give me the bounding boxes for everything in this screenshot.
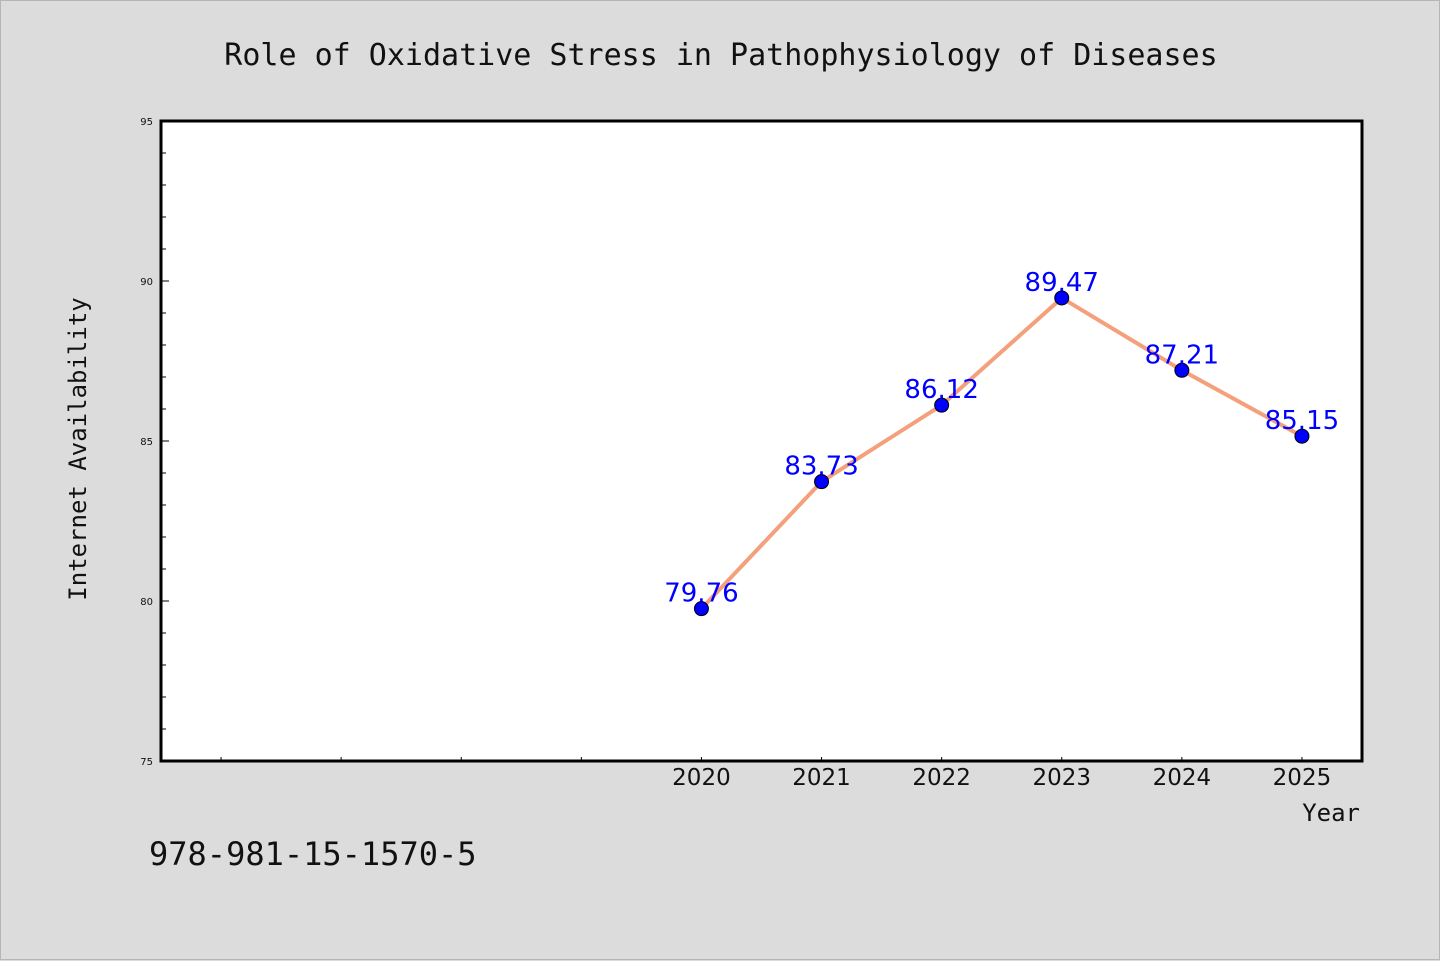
x-tick-label: 2021: [792, 765, 851, 791]
data-label: 83.73: [784, 452, 858, 482]
data-label: 89.47: [1025, 268, 1099, 298]
x-tick-label: 2022: [912, 765, 971, 791]
y-tick-label: 90: [140, 277, 153, 288]
data-point: [934, 397, 950, 413]
y-tick-label: 95: [140, 117, 153, 128]
y-tick-label: 75: [140, 757, 153, 768]
y-tick-label: 80: [140, 597, 153, 608]
footer-text: 978-981-15-1570-5: [149, 835, 477, 873]
data-label: 85.15: [1265, 406, 1339, 436]
data-point: [814, 474, 830, 490]
x-tick-label: 2020: [672, 765, 731, 791]
data-point: [1054, 290, 1070, 306]
y-axis-ticks: 75 80 85 90 95: [140, 117, 169, 768]
series-group: 79.76 83.73 86.12 89.47 87.21 85.15: [664, 268, 1339, 617]
data-point: [693, 601, 709, 617]
x-axis-label: Year: [1302, 799, 1360, 827]
y-tick-label: 85: [140, 437, 153, 448]
x-axis-ticks: 2020 2021 2022 2023 2024 2025: [220, 757, 1332, 791]
x-tick-label: 2025: [1273, 765, 1332, 791]
data-point: [1174, 362, 1190, 378]
x-tick-label: 2023: [1032, 765, 1091, 791]
data-label: 86.12: [904, 375, 978, 405]
x-tick-label: 2024: [1153, 765, 1212, 791]
data-label: 79.76: [664, 579, 738, 609]
data-label: 87.21: [1145, 340, 1219, 370]
y-axis-label: Internet Availability: [64, 297, 92, 600]
plot-area: [159, 119, 1364, 763]
chart-title: Role of Oxidative Stress in Pathophysiol…: [224, 38, 1217, 73]
data-point: [1294, 428, 1310, 444]
series-line: [699, 295, 1303, 611]
